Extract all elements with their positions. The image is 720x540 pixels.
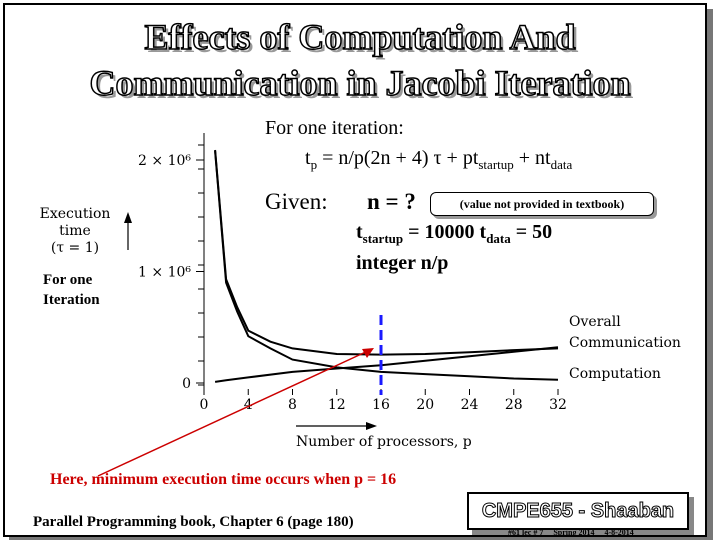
x-tick-label: 4 [244, 397, 253, 413]
x-tick-label: 12 [328, 397, 346, 413]
footer-date: 4-8-2014 [604, 528, 634, 537]
data-subscript: data [550, 157, 573, 172]
left-label-line-1: For one [43, 272, 93, 288]
x-tick-label: 0 [200, 397, 209, 413]
given-label: Given: [265, 189, 328, 214]
for-one-iteration-text: For one iteration: [265, 117, 404, 139]
footer-term: Spring 2014 [553, 528, 595, 537]
legend-label-overall: Overall [569, 314, 621, 330]
plus-nt: + nt [513, 147, 551, 169]
series-line-computation [214, 151, 559, 381]
y-axis-label: time [59, 223, 91, 239]
x-axis-arrowhead [366, 422, 377, 430]
y-tick-label: 2 × 10⁶ [138, 153, 191, 169]
y-tick-label: 0 [182, 376, 191, 392]
tp-expression: = n/p(2n + 4) τ + pt [317, 147, 479, 169]
x-tick-label: 24 [461, 397, 479, 413]
course-badge: CMPE655 - Shaaban [467, 492, 689, 530]
series-line-communication [214, 346, 559, 383]
tstartup-value: = 10000 [403, 221, 475, 243]
startup-subscript: startup [478, 157, 514, 172]
footer-info: #61 lec # 7 Spring 2014 4-8-2014 [508, 528, 644, 537]
tdata-value: = 50 [510, 221, 553, 243]
footer-lecture: #61 lec # 7 [508, 528, 544, 537]
left-label-line-2: Iteration [43, 292, 100, 308]
tp-symbol: t [305, 147, 311, 169]
tstartup-subscript: startup [362, 231, 404, 246]
slide-title: Effects of Computation And Communication… [0, 14, 720, 106]
conclusion-text: Here, minimum execution time occurs when… [50, 471, 397, 488]
y-axis-arrowhead [124, 212, 132, 223]
x-tick-label: 32 [549, 397, 567, 413]
integer-np: integer n/p [356, 252, 449, 274]
slide-frame [3, 3, 707, 537]
title-line-1: Effects of Computation And [144, 16, 577, 58]
tstartup-symbol: t [356, 221, 363, 243]
n-question: n = ? [367, 189, 416, 214]
tdata-symbol: t [479, 221, 487, 243]
legend-label-computation: Computation [569, 366, 661, 382]
series-line-overall [214, 149, 559, 356]
x-tick-label: 8 [288, 397, 297, 413]
y-axis-label: (τ = 1) [51, 240, 99, 256]
tdata-subscript: data [486, 231, 511, 246]
title-line-2: Communication in Jacobi Iteration [89, 62, 632, 104]
tstartup-line: tstartup = 10000 tdata = 50 [356, 221, 553, 246]
book-reference: Parallel Programming book, Chapter 6 (pa… [33, 514, 354, 530]
y-tick-label: 1 × 10⁶ [138, 265, 191, 281]
tp-formula: tp = n/p(2n + 4) τ + ptstartup + ntdata [305, 147, 573, 172]
conclusion-arrow [97, 349, 371, 477]
x-tick-label: 20 [416, 397, 434, 413]
value-note: (value not provided in textbook) [430, 192, 654, 216]
y-axis-label: Execution [40, 206, 111, 222]
x-tick-label: 16 [372, 397, 390, 413]
x-axis-label: Number of processors, p [296, 434, 472, 450]
tp-subscript: p [310, 157, 318, 172]
x-tick-label: 28 [505, 397, 523, 413]
legend-label-communication: Communication [569, 335, 681, 351]
conclusion-arrowhead [362, 348, 374, 358]
